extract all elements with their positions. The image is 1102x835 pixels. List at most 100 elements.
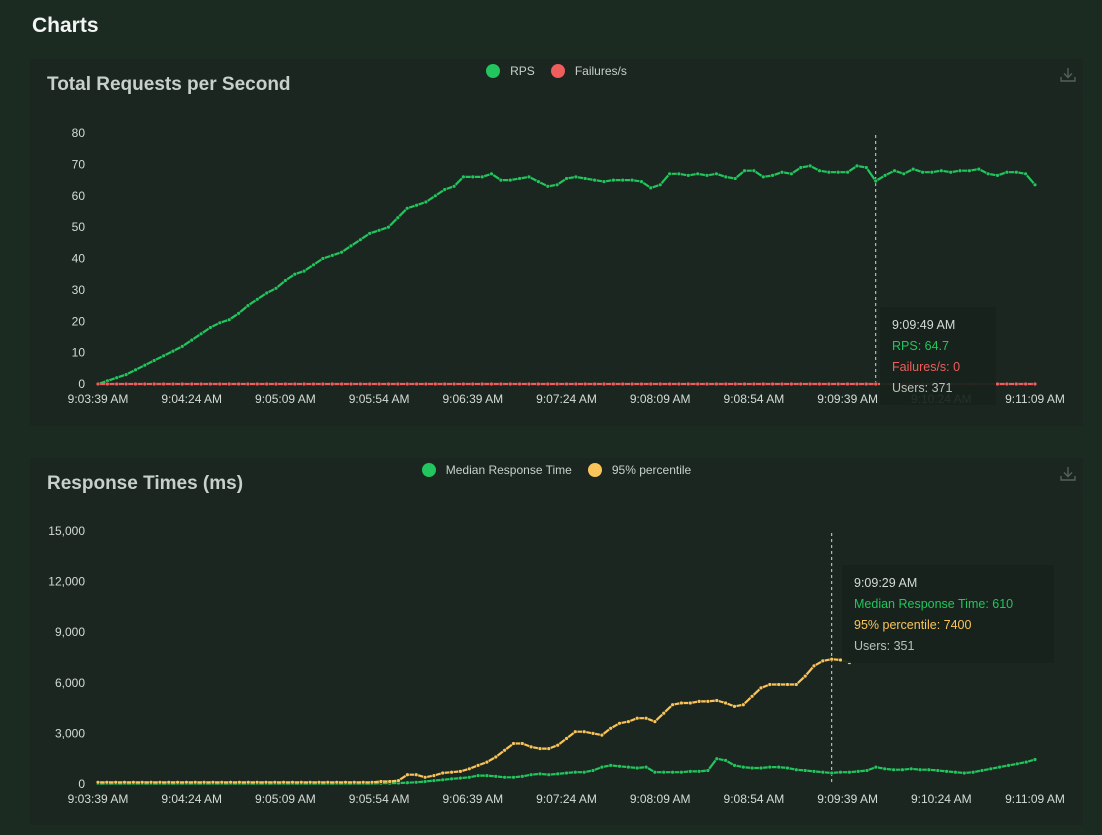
legend-item-p95[interactable]: 95% percentile bbox=[587, 463, 691, 477]
data-point-rps bbox=[798, 165, 803, 170]
download-icon[interactable] bbox=[1059, 66, 1077, 84]
legend-item-failures[interactable]: Failures/s bbox=[550, 64, 627, 78]
data-point-rps bbox=[686, 173, 691, 178]
data-point-failures-s bbox=[123, 381, 129, 387]
data-point-rps bbox=[508, 177, 513, 183]
data-point-95-percentile bbox=[308, 780, 313, 785]
data-point-rps bbox=[611, 177, 616, 183]
data-point-median-response-time bbox=[723, 758, 728, 763]
data-point-95-percentile bbox=[299, 780, 304, 785]
data-point-95-percentile bbox=[573, 729, 578, 734]
y-tick-label: 30 bbox=[72, 283, 86, 297]
data-point-failures-s bbox=[639, 381, 644, 387]
data-point-median-response-time bbox=[944, 769, 949, 774]
data-point-95-percentile bbox=[237, 780, 242, 785]
data-point-median-response-time bbox=[1032, 757, 1038, 762]
data-point-rps bbox=[245, 303, 251, 308]
data-point-rps bbox=[395, 215, 400, 220]
data-point-rps bbox=[1004, 169, 1010, 175]
data-point-rps bbox=[967, 168, 972, 173]
data-point-failures-s bbox=[864, 381, 869, 387]
data-point-failures-s bbox=[142, 381, 148, 387]
legend-item-rps[interactable]: RPS bbox=[486, 64, 535, 78]
data-point-rps bbox=[367, 231, 372, 236]
y-tick-label: 0 bbox=[78, 377, 85, 391]
data-point-median-response-time bbox=[785, 765, 790, 771]
y-tick-label: 9,000 bbox=[55, 625, 85, 639]
data-point-95-percentile bbox=[122, 780, 127, 785]
data-point-rps bbox=[742, 168, 747, 173]
x-tick-label: 9:06:39 AM bbox=[442, 792, 503, 806]
legend-item-median[interactable]: Median Response Time bbox=[421, 463, 572, 477]
data-point-95-percentile bbox=[634, 716, 640, 721]
data-point-rps bbox=[564, 176, 569, 181]
data-point-failures-s bbox=[95, 381, 101, 387]
data-point-rps bbox=[948, 169, 953, 175]
data-point-failures-s bbox=[826, 381, 832, 387]
data-point-rps bbox=[620, 177, 625, 183]
data-point-median-response-time bbox=[617, 764, 622, 769]
data-point-median-response-time bbox=[608, 763, 613, 768]
data-point-rps bbox=[123, 372, 129, 377]
x-tick-label: 9:03:39 AM bbox=[68, 392, 129, 406]
data-point-median-response-time bbox=[962, 770, 967, 776]
data-point-rps bbox=[273, 286, 279, 291]
data-point-95-percentile bbox=[537, 746, 543, 751]
data-point-rps bbox=[161, 353, 166, 358]
x-tick-label: 9:11:09 AM bbox=[1005, 392, 1065, 406]
data-point-rps bbox=[554, 182, 560, 188]
y-tick-label: 20 bbox=[72, 314, 86, 328]
data-point-rps bbox=[929, 169, 935, 175]
data-point-95-percentile bbox=[528, 744, 534, 750]
download-icon[interactable] bbox=[1059, 465, 1077, 483]
data-point-failures-s bbox=[742, 381, 747, 387]
y-tick-label: 10 bbox=[72, 346, 86, 360]
data-point-rps bbox=[817, 168, 822, 173]
data-point-rps bbox=[376, 228, 382, 233]
data-point-95-percentile bbox=[581, 729, 587, 734]
data-point-median-response-time bbox=[546, 772, 551, 777]
x-tick-label: 9:09:39 AM bbox=[817, 392, 878, 406]
data-point-95-percentile bbox=[564, 736, 569, 741]
data-point-failures-s bbox=[236, 381, 241, 387]
data-point-95-percentile bbox=[184, 780, 189, 785]
data-point-median-response-time bbox=[599, 764, 605, 770]
data-point-95-percentile bbox=[502, 748, 507, 753]
data-point-failures-s bbox=[807, 381, 813, 387]
data-point-95-percentile bbox=[484, 759, 490, 765]
data-point-95-percentile bbox=[139, 780, 145, 785]
data-point-95-percentile bbox=[493, 754, 498, 760]
data-point-rps bbox=[526, 174, 532, 180]
tooltip-rps-value: RPS: 64.7 bbox=[892, 339, 949, 353]
data-point-rps bbox=[873, 178, 878, 184]
data-point-rps bbox=[676, 171, 682, 177]
data-point-median-response-time bbox=[679, 770, 684, 775]
data-point-95-percentile bbox=[511, 741, 516, 746]
data-point-95-percentile bbox=[405, 772, 410, 777]
data-point-failures-s bbox=[592, 381, 597, 387]
data-point-failures-s bbox=[114, 381, 119, 387]
data-point-95-percentile bbox=[228, 780, 233, 785]
data-point-failures-s bbox=[779, 381, 785, 387]
data-point-rps bbox=[292, 272, 297, 277]
data-point-95-percentile bbox=[378, 779, 384, 784]
data-point-median-response-time bbox=[449, 776, 454, 782]
data-point-failures-s bbox=[480, 381, 485, 387]
data-point-95-percentile bbox=[157, 780, 163, 785]
data-point-95-percentile bbox=[776, 682, 781, 687]
data-point-rps bbox=[892, 168, 897, 173]
data-point-median-response-time bbox=[802, 768, 808, 773]
data-point-rps bbox=[723, 174, 728, 180]
data-point-95-percentile bbox=[148, 780, 154, 785]
data-point-median-response-time bbox=[705, 768, 711, 773]
y-tick-label: 50 bbox=[72, 220, 86, 234]
data-point-95-percentile bbox=[316, 780, 322, 785]
data-point-failures-s bbox=[704, 381, 710, 387]
data-point-95-percentile bbox=[767, 682, 772, 687]
data-point-95-percentile bbox=[113, 780, 118, 785]
data-point-median-response-time bbox=[970, 770, 976, 775]
data-point-median-response-time bbox=[431, 778, 437, 783]
data-point-rps bbox=[939, 168, 944, 173]
data-point-median-response-time bbox=[864, 768, 870, 773]
data-point-rps bbox=[423, 199, 429, 205]
